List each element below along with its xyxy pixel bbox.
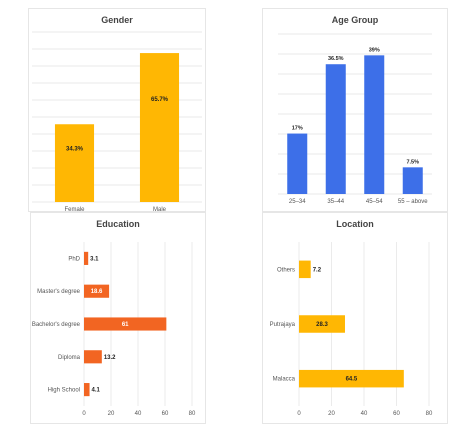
location-chart-panel: Location 0 20 40 60 80 Others 7.2 Putrajaya 28.3 M…	[262, 212, 448, 424]
location-category-label-malacca: Malacca	[273, 377, 296, 383]
education-bar-diploma	[84, 350, 102, 364]
location-bar-putrajaya	[299, 315, 345, 333]
education-bar-phd	[84, 251, 89, 265]
age-data-label-35-44: 36.5%	[328, 56, 344, 62]
location-data-label-malacca: 64.5	[346, 377, 358, 383]
education-data-label-high-school: 4.1	[92, 388, 101, 394]
age-data-label-45-54: 39%	[369, 47, 380, 53]
location-category-label-others: Others	[277, 267, 295, 273]
location-bar-malacca	[299, 369, 404, 388]
location-x-tick-label-0: 0	[297, 411, 301, 417]
age-category-label-25-34: 25–34	[289, 199, 306, 205]
age-bar-45-54	[364, 55, 385, 195]
age-category-label-55-above: 55 – above	[398, 199, 428, 205]
education-bar-bachelor-s-degree	[84, 317, 167, 331]
gender-bar-female	[54, 124, 95, 202]
education-category-label-high-school: High School	[48, 388, 80, 394]
age-data-label-25-34: 17%	[292, 126, 303, 132]
location-x-tick-label-60: 60	[393, 411, 400, 417]
gender-chart-panel: Gender 34.3% Female 65.7% Male	[28, 8, 206, 213]
location-x-tick-label-20: 20	[328, 411, 335, 417]
education-x-tick-label-0: 0	[82, 411, 86, 417]
education-data-label-phd: 3.1	[90, 256, 99, 262]
gender-bar-male	[139, 53, 180, 202]
gender-data-label-male: 65.7%	[151, 97, 169, 103]
education-data-label-master-s-degree: 18.6	[91, 289, 103, 295]
education-category-label-phd: PhD	[68, 256, 80, 262]
education-bar-master-s-degree	[84, 284, 110, 298]
education-category-label-master-s-degree: Master's degree	[37, 289, 80, 295]
education-chart-title: Education	[96, 219, 140, 229]
education-bar-high-school	[84, 383, 90, 397]
gender-chart-svg: Gender 34.3% Female 65.7% Male	[28, 8, 206, 213]
age-bar-25-34	[287, 133, 308, 194]
education-chart-panel: Education 0 20 40 60 80 PhD 3.1 Master's degree 1…	[30, 212, 206, 424]
education-x-tick-label-60: 60	[162, 411, 169, 417]
gender-data-label-female: 34.3%	[66, 147, 84, 153]
education-data-label-bachelor-s-degree: 61	[122, 322, 129, 328]
education-x-tick-label-20: 20	[108, 411, 115, 417]
location-chart-frame	[262, 212, 448, 424]
location-chart-svg: Location 0 20 40 60 80 Others 7.2 Putrajaya 28.3 M…	[262, 212, 448, 424]
age-chart-svg: Age Group 17% 25–34 36.5% 35–44 39% 45–54 7.5% 5…	[262, 8, 448, 212]
gender-chart-title: Gender	[101, 15, 133, 25]
age-category-label-35-44: 35–44	[327, 199, 344, 205]
age-category-label-45-54: 45–54	[366, 199, 383, 205]
location-x-tick-label-80: 80	[426, 411, 433, 417]
age-data-label-55-above: 7.5%	[406, 159, 419, 165]
age-chart-title: Age Group	[332, 15, 379, 25]
education-x-tick-label-80: 80	[189, 411, 196, 417]
location-category-label-putrajaya: Putrajaya	[270, 322, 296, 328]
location-data-label-others: 7.2	[313, 267, 322, 273]
education-data-label-diploma: 13.2	[104, 355, 116, 361]
education-category-label-diploma: Diploma	[58, 355, 81, 361]
education-category-label-bachelor-s-degree: Bachelor's degree	[32, 322, 81, 328]
age-bar-35-44	[325, 64, 346, 194]
location-data-label-putrajaya: 28.3	[316, 322, 328, 328]
location-x-tick-label-40: 40	[361, 411, 368, 417]
age-group-chart-panel: Age Group 17% 25–34 36.5% 35–44 39% 45–54 7.5% 5…	[262, 8, 448, 212]
gender-category-label-male: Male	[153, 207, 167, 213]
age-bar-55-above	[402, 167, 423, 194]
education-chart-svg: Education 0 20 40 60 80 PhD 3.1 Master's degree 1…	[30, 212, 206, 424]
location-chart-title: Location	[336, 219, 374, 229]
education-x-tick-label-40: 40	[135, 411, 142, 417]
location-bar-others	[299, 260, 311, 279]
gender-category-label-female: Female	[64, 207, 85, 213]
